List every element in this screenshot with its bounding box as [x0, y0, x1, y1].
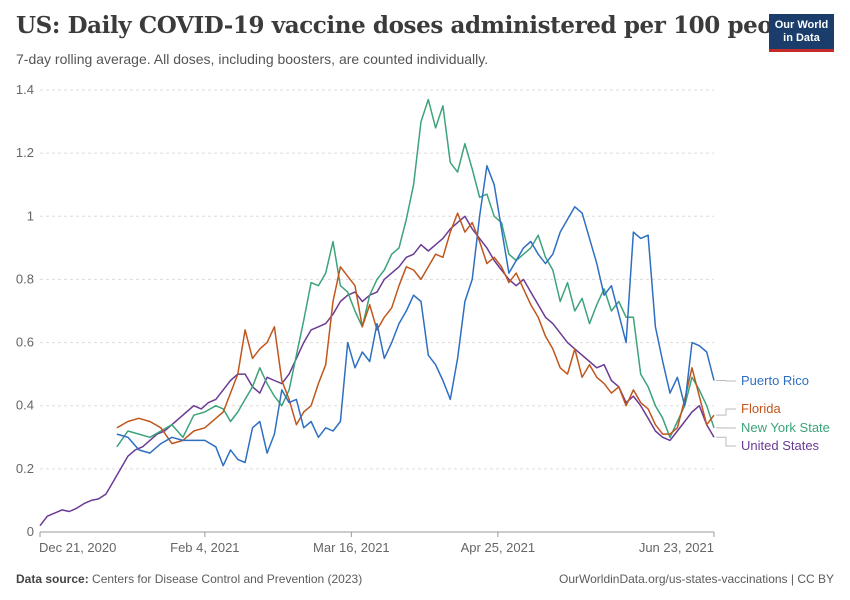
series-label-puerto-rico: Puerto Rico	[741, 373, 809, 388]
source-label: Data source:	[16, 572, 89, 586]
source-text[interactable]: Centers for Disease Control and Preventi…	[92, 572, 363, 586]
owid-logo[interactable]: Our World in Data	[769, 14, 834, 52]
logo-line-2: in Data	[783, 32, 820, 44]
series-line-united-states	[39, 215, 715, 527]
y-tick-label: 0	[27, 524, 34, 539]
chart-title: US: Daily COVID-19 vaccine doses adminis…	[16, 12, 811, 39]
y-tick-label: 0.2	[16, 461, 34, 476]
series-label-new-york-state: New York State	[741, 420, 830, 435]
y-tick-label: 0.6	[16, 335, 34, 350]
x-tick-label: Jun 23, 2021	[639, 540, 714, 555]
series-line-florida	[116, 212, 715, 445]
chart-subtitle: 7-day rolling average. All doses, includ…	[16, 51, 489, 67]
label-connector	[716, 408, 736, 416]
y-tick-label: 0.8	[16, 271, 34, 286]
label-connector	[716, 436, 736, 447]
series-line-new-york-state	[116, 98, 715, 448]
footer-url[interactable]: OurWorldinData.org/us-states-vaccination…	[559, 572, 834, 586]
label-connector	[716, 379, 736, 382]
y-tick-label: 0.4	[16, 398, 34, 413]
source-note: Data source: Centers for Disease Control…	[16, 572, 362, 586]
x-tick-label: Apr 25, 2021	[461, 540, 535, 555]
series-line-puerto-rico	[116, 165, 715, 467]
y-tick-label: 1.4	[16, 82, 34, 97]
series-label-united-states: United States	[741, 438, 820, 453]
y-tick-label: 1.2	[16, 145, 34, 160]
x-tick-label: Feb 4, 2021	[170, 540, 239, 555]
logo-line-1: Our World	[774, 19, 829, 31]
x-tick-label: Mar 16, 2021	[313, 540, 390, 555]
x-tick-label: Dec 21, 2020	[39, 540, 116, 555]
y-tick-label: 1	[27, 208, 34, 223]
series-label-florida: Florida	[741, 401, 782, 416]
